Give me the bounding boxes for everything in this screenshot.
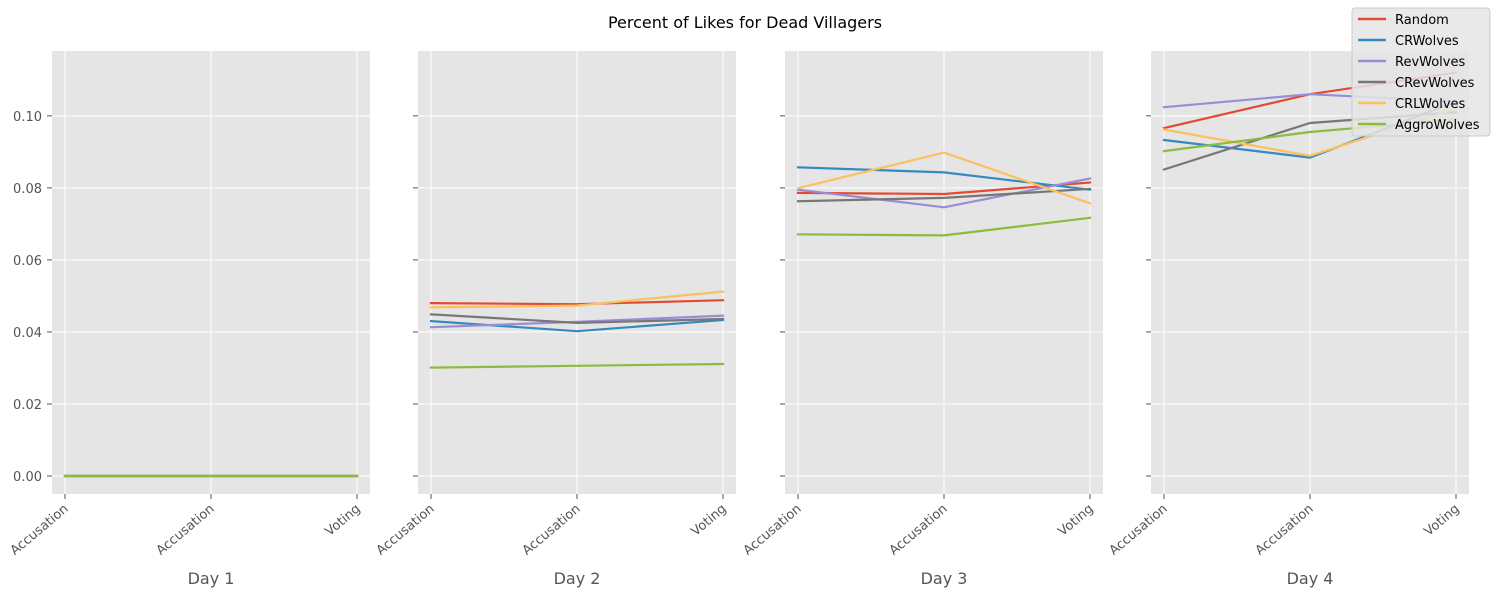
legend-label-crlwolves: CRLWolves: [1395, 97, 1466, 112]
y-tick-label: 0.02: [13, 398, 42, 413]
x-tick-label: Accusation: [374, 502, 438, 559]
legend-label-random: Random: [1395, 13, 1449, 28]
x-tick-label: Voting: [1055, 502, 1096, 540]
x-tick-label: Accusation: [1107, 502, 1171, 559]
series-line-aggrowolves: [429, 362, 725, 369]
x-tick-label: Accusation: [741, 502, 805, 559]
x-tick-label: Accusation: [520, 502, 584, 559]
y-tick-label: 0.04: [13, 326, 42, 341]
series-line-random: [429, 299, 725, 306]
panel-2: Accusation Accusation Voting Day 2: [374, 51, 736, 588]
y-tick-label: 0.10: [13, 110, 42, 125]
series-line-crlwolves: [796, 151, 1092, 205]
x-tick-label: Voting: [688, 502, 729, 540]
legend-label-crevwolves: CRevWolves: [1395, 76, 1475, 91]
legend-label-crwolves: CRWolves: [1395, 34, 1459, 49]
y-tick-label: 0.00: [13, 470, 42, 485]
x-axis-label: Day 2: [554, 569, 601, 588]
legend-label-aggrowolves: AggroWolves: [1395, 118, 1480, 133]
series-line-aggrowolves: [796, 216, 1092, 237]
legend: Random CRWolves RevWolves CRevWolves CRLWolv…: [1351, 7, 1491, 137]
series-line-crlwolves: [429, 290, 725, 309]
y-tick-label: 0.06: [13, 254, 42, 269]
series-line-crevwolves: [429, 313, 725, 324]
x-tick-label: Accusation: [154, 502, 218, 559]
x-tick-label: Accusation: [887, 502, 951, 559]
legend-box: [1351, 7, 1491, 137]
x-tick-label: Accusation: [1253, 502, 1317, 559]
x-tick-label: Voting: [1421, 502, 1462, 540]
panel-1: 0.00 0.02 0.04 0.06 0.08 0.10 Accusation Accusa…: [8, 51, 370, 588]
x-tick-label: Accusation: [8, 502, 72, 559]
x-axis-label: Day 3: [921, 569, 968, 588]
series-line-crwolves: [796, 166, 1092, 191]
series-line-revwolves: [796, 177, 1092, 209]
series-line-crevwolves: [796, 187, 1092, 203]
x-axis-label: Day 4: [1287, 569, 1334, 588]
x-axis-label: Day 1: [188, 569, 235, 588]
y-tick-label: 0.08: [13, 182, 42, 197]
x-tick-label: Voting: [322, 502, 363, 540]
panel-3: Accusation Accusation Voting Day 3: [741, 51, 1103, 588]
chart-title: Percent of Likes for Dead Villagers: [608, 13, 882, 32]
legend-label-revwolves: RevWolves: [1395, 55, 1465, 70]
